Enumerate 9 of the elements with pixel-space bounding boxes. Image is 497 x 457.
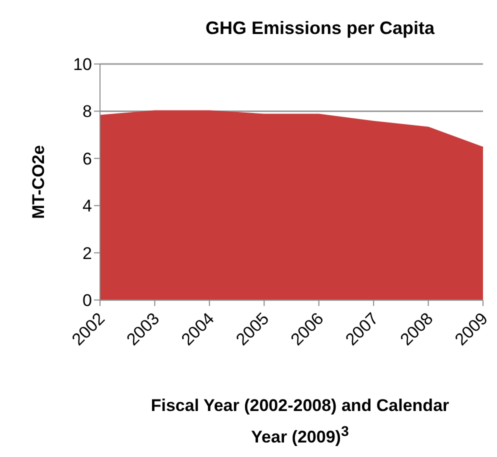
y-tick-label: 4: [82, 196, 92, 216]
y-tick-label: 10: [73, 55, 92, 74]
y-tick-label: 6: [82, 149, 92, 168]
y-tick-label: 2: [82, 244, 92, 263]
y-tick-label: 0: [82, 291, 92, 310]
x-axis-title: Fiscal Year (2002-2008) and Calendar Year (2009)$^{3}$: [150, 395, 450, 449]
y-tick-label: 8: [82, 102, 92, 122]
chart-title: GHG Emissions per Capita: [204, 18, 436, 39]
y-axis-title: MT-CO2e: [29, 145, 48, 219]
